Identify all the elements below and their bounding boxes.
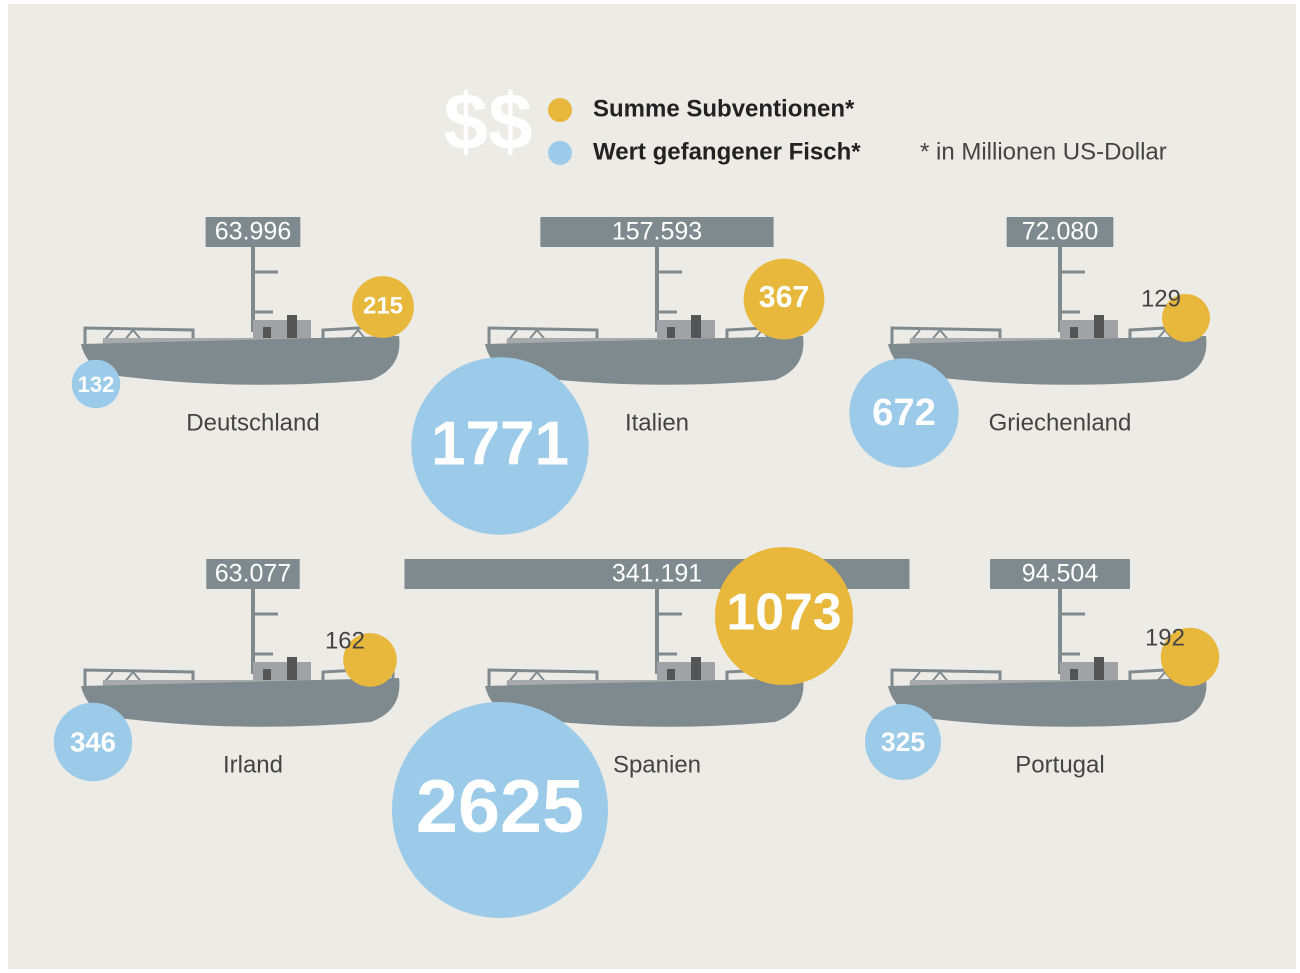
subsidy-label: 129 bbox=[1141, 285, 1181, 312]
legend-label: Summe Subventionen* bbox=[593, 95, 855, 122]
subsidy-label: 367 bbox=[759, 281, 810, 314]
fish-label: 132 bbox=[78, 372, 115, 397]
legend-swatch bbox=[548, 141, 572, 165]
tonnage-label: 157.593 bbox=[612, 218, 702, 246]
country-label: Griechenland bbox=[989, 409, 1132, 436]
fish-label: 346 bbox=[70, 726, 116, 757]
country-label: Deutschland bbox=[186, 409, 319, 436]
subsidy-label: 215 bbox=[363, 292, 403, 319]
page: $$ * in Millionen US-Dollar Summe Subven… bbox=[0, 0, 1300, 973]
tonnage-label: 63.996 bbox=[215, 218, 291, 246]
country-label: Irland bbox=[223, 751, 283, 778]
legend-label: Wert gefangener Fisch* bbox=[593, 138, 861, 165]
fish-label: 1771 bbox=[431, 409, 569, 478]
legend-swatch bbox=[548, 98, 572, 122]
fish-label: 325 bbox=[881, 727, 926, 757]
chart: $$ * in Millionen US-Dollar Summe Subven… bbox=[0, 0, 1300, 973]
subsidy-label: 162 bbox=[325, 627, 365, 654]
country-label: Spanien bbox=[613, 751, 701, 778]
country-label: Italien bbox=[625, 409, 689, 436]
tonnage-label: 63.077 bbox=[215, 560, 291, 588]
subsidy-label: 192 bbox=[1145, 624, 1185, 651]
fish-label: 2625 bbox=[416, 765, 584, 849]
tonnage-label: 72.080 bbox=[1022, 218, 1098, 246]
footnote: * in Millionen US-Dollar bbox=[920, 138, 1167, 165]
subsidy-label: 1073 bbox=[726, 583, 841, 641]
fish-label: 672 bbox=[872, 391, 936, 434]
tonnage-label: 341.191 bbox=[612, 560, 702, 588]
tonnage-label: 94.504 bbox=[1022, 560, 1099, 588]
dollar-symbol: $$ bbox=[444, 77, 533, 166]
country-label: Portugal bbox=[1015, 751, 1104, 778]
